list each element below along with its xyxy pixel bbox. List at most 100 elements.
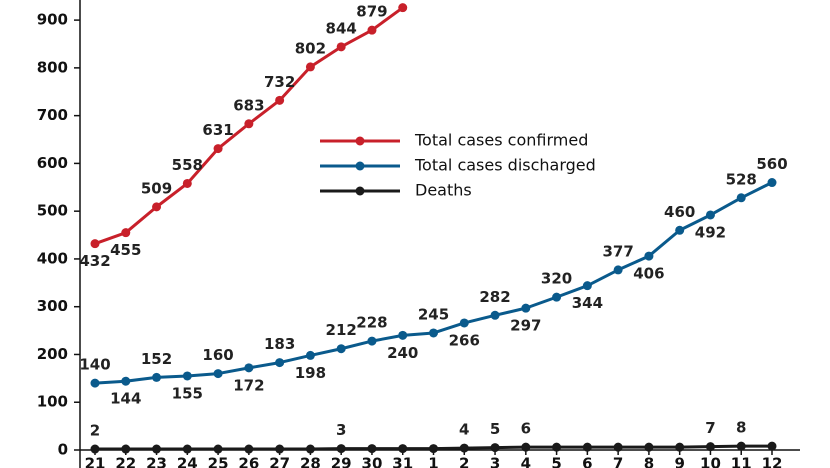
- legend-marker: [355, 136, 365, 146]
- x-tick-label: 25: [208, 455, 229, 468]
- x-tick-label: 24: [177, 455, 198, 468]
- data-point: [305, 350, 315, 360]
- x-tick-label: 29: [331, 455, 352, 468]
- x-tick-label: 9: [674, 455, 684, 468]
- legend-label: Deaths: [415, 181, 472, 200]
- data-label: 802: [295, 39, 326, 57]
- x-tick-label: 30: [362, 455, 383, 468]
- data-point: [459, 318, 469, 328]
- data-point: [336, 444, 346, 454]
- data-point: [644, 442, 654, 452]
- y-tick-label: 600: [37, 154, 68, 172]
- data-point: [305, 62, 315, 72]
- data-point: [152, 372, 162, 382]
- data-point: [367, 444, 377, 454]
- x-tick-label: 27: [269, 455, 290, 468]
- data-label: 8: [736, 419, 746, 437]
- data-point: [490, 310, 500, 320]
- y-tick-label: 900: [37, 11, 68, 29]
- data-label: 460: [664, 203, 695, 221]
- data-label: 377: [602, 242, 633, 260]
- data-label: 844: [326, 19, 357, 37]
- data-point: [213, 144, 223, 154]
- data-point: [244, 363, 254, 373]
- data-label: 558: [172, 156, 203, 174]
- y-tick-label: 800: [37, 58, 68, 76]
- data-point: [121, 228, 131, 238]
- data-label: 297: [510, 317, 541, 335]
- x-tick-label: 11: [731, 455, 752, 468]
- data-label: 683: [233, 96, 264, 114]
- legend-label: Total cases confirmed: [414, 131, 588, 150]
- data-point: [429, 444, 438, 454]
- data-point: [459, 443, 469, 453]
- data-point: [736, 441, 746, 451]
- data-label: 3: [336, 421, 346, 439]
- data-point: [398, 3, 408, 13]
- x-tick-label: 22: [115, 455, 136, 468]
- y-tick-label: 200: [37, 345, 68, 363]
- x-tick-label: 5: [551, 455, 561, 468]
- x-tick-label: 3: [490, 455, 500, 468]
- data-point: [152, 202, 162, 212]
- data-point: [336, 344, 346, 354]
- data-label: 245: [418, 305, 449, 323]
- data-point: [705, 442, 715, 452]
- data-point: [367, 336, 377, 346]
- data-point: [182, 444, 192, 454]
- x-tick-label: 21: [85, 455, 106, 468]
- data-label: 560: [756, 155, 787, 173]
- data-label: 212: [326, 321, 357, 339]
- legend-label: Total cases discharged: [414, 156, 596, 175]
- data-label: 183: [264, 335, 295, 353]
- x-tick-label: 6: [582, 455, 592, 468]
- data-label: 160: [202, 346, 233, 364]
- data-label: 406: [633, 265, 664, 283]
- data-point: [521, 303, 531, 313]
- data-point: [675, 225, 685, 235]
- data-point: [552, 442, 562, 452]
- data-point: [121, 444, 131, 454]
- data-point: [213, 444, 223, 454]
- data-label: 7: [705, 419, 715, 437]
- data-label: 266: [449, 331, 480, 349]
- data-point: [367, 25, 377, 35]
- y-tick-label: 500: [37, 202, 68, 220]
- x-tick-label: 2: [459, 455, 469, 468]
- data-label: 155: [172, 384, 203, 402]
- data-point: [305, 444, 315, 454]
- x-tick-label: 31: [392, 455, 413, 468]
- data-label: 455: [110, 241, 141, 259]
- data-point: [552, 292, 562, 302]
- data-label: 320: [541, 270, 572, 288]
- data-point: [705, 210, 715, 220]
- x-tick-label: 23: [146, 455, 167, 468]
- data-label: 528: [726, 170, 757, 188]
- x-tick-label: 1: [428, 455, 438, 468]
- data-point: [182, 178, 192, 188]
- y-tick-label: 100: [37, 393, 68, 411]
- data-point: [213, 369, 223, 379]
- data-point: [429, 328, 438, 338]
- data-point: [90, 378, 100, 388]
- data-point: [398, 330, 408, 340]
- data-point: [90, 239, 100, 249]
- data-point: [613, 442, 623, 452]
- data-point: [275, 358, 285, 368]
- data-point: [644, 251, 654, 261]
- data-point: [275, 95, 285, 105]
- data-label: 140: [79, 356, 110, 374]
- y-tick-label: 700: [37, 106, 68, 124]
- x-tick-label: 4: [521, 455, 531, 468]
- y-tick-label: 400: [37, 249, 68, 267]
- data-label: 732: [264, 73, 295, 91]
- legend-marker: [355, 186, 365, 196]
- data-point: [398, 444, 408, 454]
- data-point: [336, 42, 346, 52]
- data-label: 344: [572, 294, 603, 312]
- data-label: 6: [521, 420, 531, 438]
- data-point: [613, 265, 623, 275]
- data-label: 5: [490, 420, 500, 438]
- data-label: 152: [141, 350, 172, 368]
